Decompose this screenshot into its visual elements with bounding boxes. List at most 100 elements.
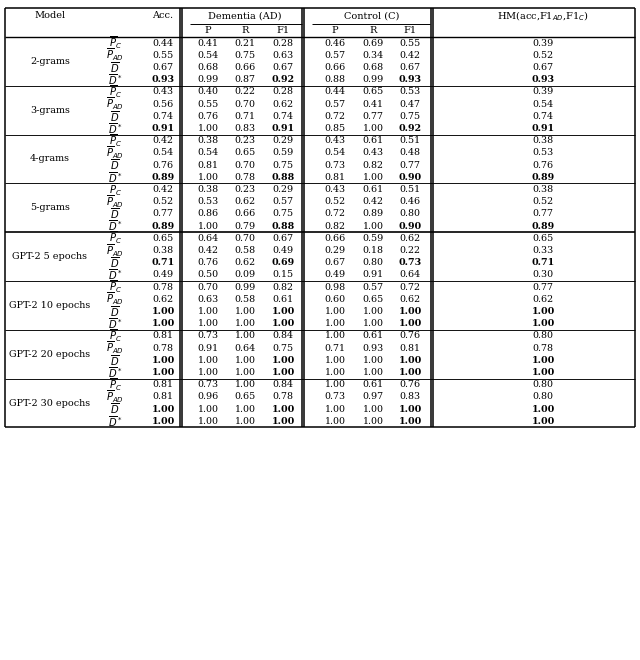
Text: 0.23: 0.23 — [234, 136, 255, 145]
Text: 1.00: 1.00 — [234, 368, 255, 377]
Text: 0.52: 0.52 — [152, 197, 173, 206]
Text: 0.73: 0.73 — [324, 160, 346, 170]
Text: $\overline{D}$: $\overline{D}$ — [110, 207, 120, 221]
Text: $\overline{P}_{AD}$: $\overline{P}_{AD}$ — [106, 47, 124, 63]
Text: $\overline{P}_C$: $\overline{P}_C$ — [109, 279, 122, 295]
Text: $\overline{P}_C$: $\overline{P}_C$ — [109, 328, 122, 344]
Text: 1.00: 1.00 — [152, 405, 175, 414]
Text: 0.75: 0.75 — [273, 160, 294, 170]
Text: $\overline{D}^*$: $\overline{D}^*$ — [108, 414, 122, 429]
Text: 0.91: 0.91 — [531, 124, 555, 133]
Text: 0.62: 0.62 — [532, 295, 554, 304]
Text: $\overline{D}^*$: $\overline{D}^*$ — [108, 218, 122, 234]
Text: 0.49: 0.49 — [324, 271, 346, 279]
Text: 0.52: 0.52 — [532, 197, 554, 206]
Text: 1.00: 1.00 — [198, 368, 218, 377]
Text: 0.77: 0.77 — [362, 112, 383, 121]
Text: 0.99: 0.99 — [362, 75, 383, 84]
Text: 0.42: 0.42 — [362, 197, 383, 206]
Text: 1.00: 1.00 — [531, 307, 555, 316]
Text: $\overline{P}_C$: $\overline{P}_C$ — [109, 182, 122, 197]
Text: 0.78: 0.78 — [152, 344, 173, 352]
Text: 0.30: 0.30 — [532, 271, 554, 279]
Text: 0.61: 0.61 — [362, 380, 383, 389]
Text: 0.65: 0.65 — [234, 393, 255, 401]
Text: GPT-2 20 epochs: GPT-2 20 epochs — [10, 350, 91, 358]
Text: 0.77: 0.77 — [399, 160, 420, 170]
Text: 0.59: 0.59 — [362, 234, 383, 243]
Text: 1.00: 1.00 — [324, 319, 346, 328]
Text: 1.00: 1.00 — [362, 417, 383, 426]
Text: 1.00: 1.00 — [152, 319, 175, 328]
Text: 0.41: 0.41 — [362, 100, 383, 109]
Text: 0.54: 0.54 — [532, 100, 554, 109]
Text: P: P — [332, 26, 339, 35]
Text: $\overline{D}$: $\overline{D}$ — [110, 402, 120, 416]
Text: 0.76: 0.76 — [197, 112, 219, 121]
Text: 0.68: 0.68 — [197, 63, 219, 72]
Text: $\overline{D}$: $\overline{D}$ — [110, 60, 120, 75]
Text: 0.99: 0.99 — [234, 282, 255, 292]
Text: 0.18: 0.18 — [362, 246, 383, 255]
Text: GPT-2 30 epochs: GPT-2 30 epochs — [10, 399, 91, 407]
Text: 1.00: 1.00 — [531, 368, 555, 377]
Text: 0.78: 0.78 — [273, 393, 294, 401]
Text: 1.00: 1.00 — [324, 405, 346, 414]
Text: Model: Model — [35, 11, 65, 20]
Text: 0.71: 0.71 — [152, 258, 175, 267]
Text: 1.00: 1.00 — [271, 356, 294, 365]
Text: 0.93: 0.93 — [531, 75, 555, 84]
Text: $\overline{P}_C$: $\overline{P}_C$ — [109, 377, 122, 393]
Text: 0.78: 0.78 — [532, 344, 554, 352]
Text: 0.73: 0.73 — [324, 393, 346, 401]
Text: 0.43: 0.43 — [152, 87, 173, 96]
Text: 0.80: 0.80 — [532, 393, 554, 401]
Text: 0.76: 0.76 — [197, 258, 219, 267]
Text: 0.58: 0.58 — [234, 295, 255, 304]
Text: 0.82: 0.82 — [273, 282, 294, 292]
Text: 0.57: 0.57 — [324, 51, 346, 60]
Text: 1.00: 1.00 — [198, 173, 218, 182]
Text: 0.42: 0.42 — [198, 246, 218, 255]
Text: Control (C): Control (C) — [344, 11, 400, 20]
Text: 0.62: 0.62 — [399, 234, 420, 243]
Text: 0.74: 0.74 — [152, 112, 173, 121]
Text: 0.78: 0.78 — [152, 282, 173, 292]
Text: 1.00: 1.00 — [198, 417, 218, 426]
Text: 0.54: 0.54 — [324, 148, 346, 157]
Text: 0.38: 0.38 — [532, 185, 554, 194]
Text: 1.00: 1.00 — [234, 356, 255, 365]
Text: 0.38: 0.38 — [532, 136, 554, 145]
Text: 0.80: 0.80 — [532, 331, 554, 341]
Text: $\overline{P}_{AD}$: $\overline{P}_{AD}$ — [106, 340, 124, 356]
Text: 0.38: 0.38 — [197, 136, 219, 145]
Text: 1.00: 1.00 — [398, 368, 422, 377]
Text: 0.84: 0.84 — [273, 380, 294, 389]
Text: 0.70: 0.70 — [234, 100, 255, 109]
Text: 0.39: 0.39 — [532, 87, 554, 96]
Text: 0.28: 0.28 — [273, 38, 294, 48]
Text: 0.69: 0.69 — [271, 258, 294, 267]
Text: $\overline{P}_C$: $\overline{P}_C$ — [109, 133, 122, 149]
Text: 0.75: 0.75 — [273, 344, 294, 352]
Text: 0.23: 0.23 — [234, 185, 255, 194]
Text: 0.66: 0.66 — [324, 63, 346, 72]
Text: 0.65: 0.65 — [362, 295, 383, 304]
Text: 0.67: 0.67 — [399, 63, 420, 72]
Text: $\overline{P}_{AD}$: $\overline{P}_{AD}$ — [106, 96, 124, 112]
Text: 0.81: 0.81 — [198, 160, 218, 170]
Text: 0.89: 0.89 — [362, 209, 383, 218]
Text: 0.80: 0.80 — [362, 258, 383, 267]
Text: 0.42: 0.42 — [152, 185, 173, 194]
Text: 0.49: 0.49 — [273, 246, 294, 255]
Text: 0.71: 0.71 — [324, 344, 346, 352]
Text: 0.57: 0.57 — [324, 100, 346, 109]
Text: 0.93: 0.93 — [399, 75, 422, 84]
Text: 0.09: 0.09 — [234, 271, 255, 279]
Text: 0.88: 0.88 — [271, 222, 294, 230]
Text: 0.72: 0.72 — [324, 112, 346, 121]
Text: 1.00: 1.00 — [234, 380, 255, 389]
Text: 0.80: 0.80 — [532, 380, 554, 389]
Text: 0.54: 0.54 — [152, 148, 173, 157]
Text: 0.88: 0.88 — [271, 173, 294, 182]
